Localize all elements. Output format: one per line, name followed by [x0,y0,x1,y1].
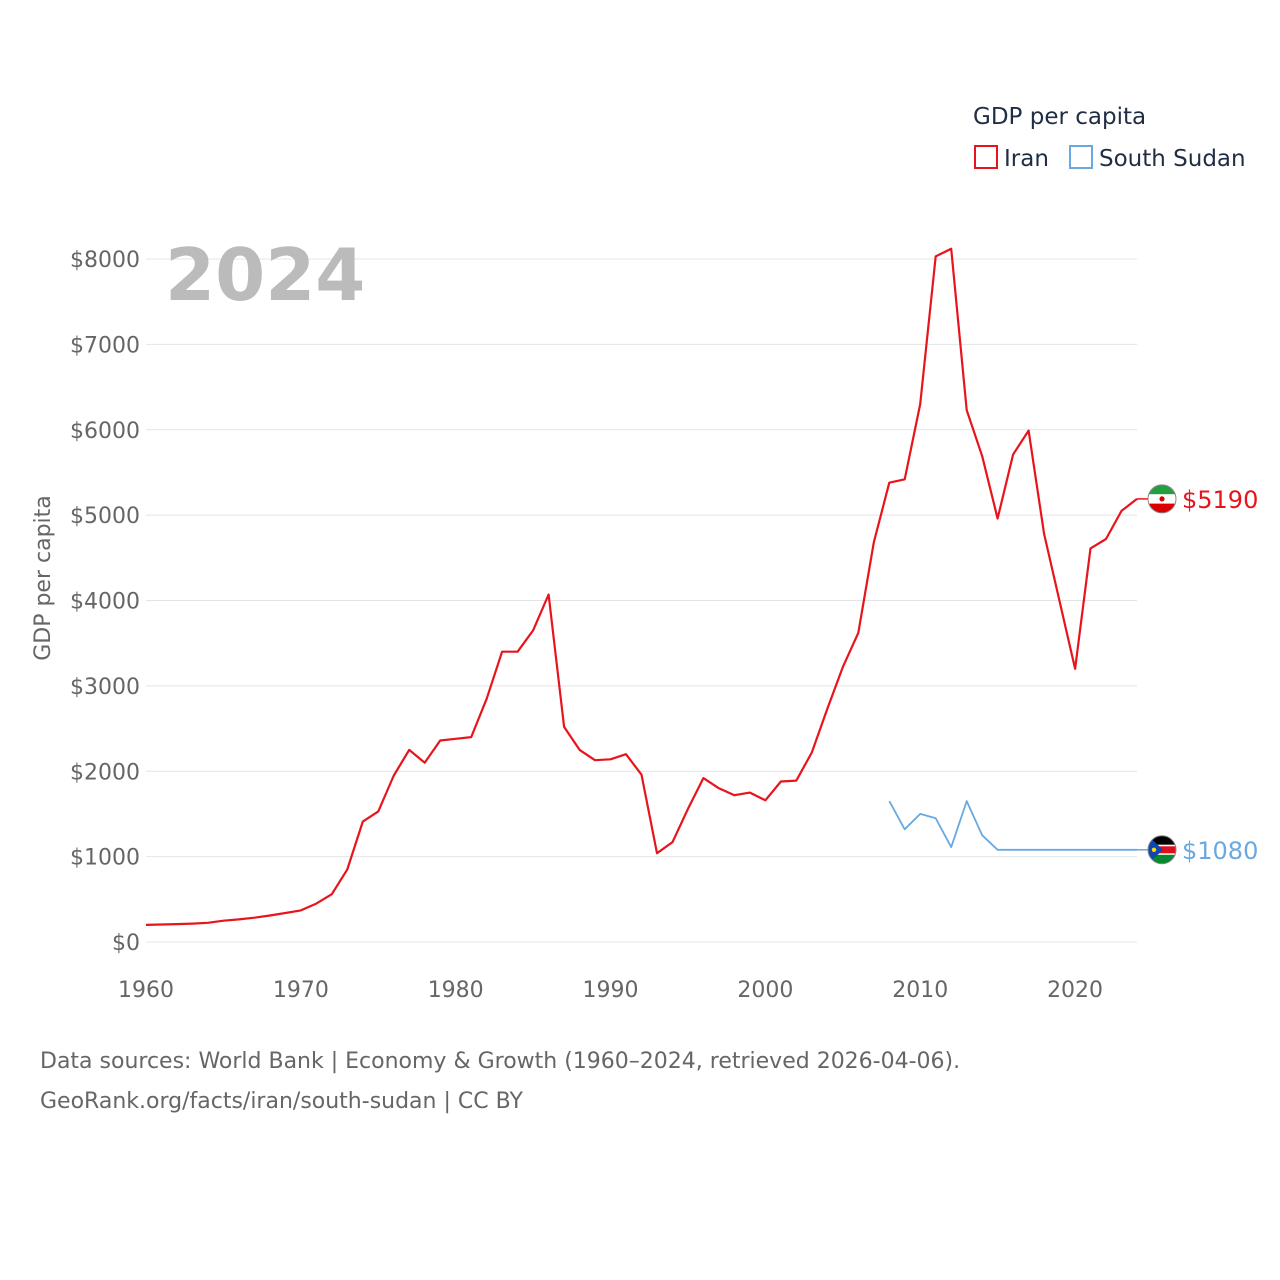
y-axis-title: GDP per capita [31,495,56,661]
iran-flag-icon [1147,484,1177,514]
x-tick-label: 1970 [273,978,329,1003]
y-tick-label: $8000 [70,248,140,273]
footer: Data sources: World Bank | Economy & Gro… [40,1042,960,1122]
x-tick-label: 2000 [737,978,793,1003]
legend-swatch-iran [974,145,998,169]
source-line: Data sources: World Bank | Economy & Gro… [40,1049,961,1074]
y-tick-label: $0 [112,931,140,956]
legend: GDP per capita Iran South Sudan [973,104,1246,172]
y-tick-label: $7000 [70,333,140,358]
x-tick-label: 1980 [428,978,484,1003]
end-label-south-sudan: $1080 [1182,837,1258,865]
y-tick-label: $2000 [70,760,140,785]
end-label-iran: $5190 [1182,486,1258,514]
x-axis-ticks: 1960 1970 1980 1990 2000 2010 2020 [118,978,1103,1003]
series-endpoints: $5190 $1080 [1137,484,1258,865]
x-tick-label: 1960 [118,978,174,1003]
gridlines [146,258,1137,943]
credit-line: GeoRank.org/facts/iran/south-sudan | CC … [40,1089,523,1114]
x-tick-label: 1990 [583,978,639,1003]
legend-label-iran: Iran [1004,146,1049,172]
x-tick-label: 2010 [892,978,948,1003]
y-axis-ticks: $0 $1000 $2000 $3000 $4000 $5000 $6000 $7000 $80… [70,248,140,956]
legend-title: GDP per capita [973,104,1146,130]
x-tick-label: 2020 [1047,978,1103,1003]
y-tick-label: $1000 [70,846,140,871]
legend-label-south-sudan: South Sudan [1099,146,1246,172]
series-lines [145,247,1138,926]
y-tick-label: $5000 [70,504,140,529]
y-tick-label: $6000 [70,419,140,444]
y-tick-label: $4000 [70,590,140,615]
series-line-iran [145,247,1138,926]
series-line-south-sudan [888,800,1137,851]
year-label: 2024 [165,233,365,317]
south-sudan-flag-icon [1147,835,1177,865]
legend-swatch-south-sudan [1069,145,1093,169]
y-tick-label: $3000 [70,675,140,700]
